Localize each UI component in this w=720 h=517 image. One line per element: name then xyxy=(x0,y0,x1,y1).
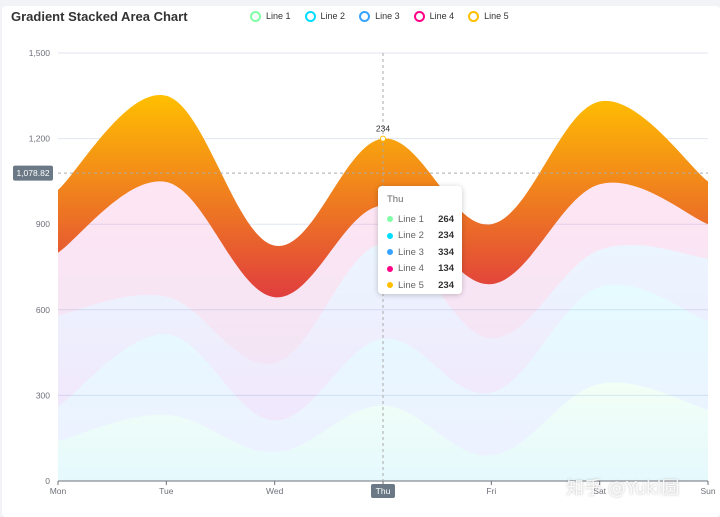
legend-label: Line 2 xyxy=(320,11,346,21)
tooltip-series-name: Line 1 xyxy=(398,213,424,225)
legend-swatch-icon xyxy=(304,10,316,22)
x-pointer-label-bg xyxy=(371,484,395,498)
tooltip-series-name: Line 4 xyxy=(398,263,424,275)
x-tick-label: Sun xyxy=(700,486,715,496)
x-tick-label: Wed xyxy=(266,486,284,496)
y-tick-label: 1,500 xyxy=(29,48,51,58)
tooltip-series-value: 334 xyxy=(438,246,454,258)
legend: Line 1 Line 2 Line 3 Line 4 Line 5 xyxy=(250,8,523,24)
series-dot-icon xyxy=(387,249,393,256)
x-tick-label: Thu xyxy=(376,486,391,496)
area-line-4 xyxy=(58,181,708,365)
legend-label: Line 4 xyxy=(429,11,455,21)
legend-swatch-icon xyxy=(359,10,371,22)
tooltip-series-value: 264 xyxy=(438,213,454,225)
series-dot-icon xyxy=(387,265,393,272)
legend-swatch-icon xyxy=(468,10,480,22)
chart-title: Gradient Stacked Area Chart xyxy=(11,9,188,24)
tooltip-row-line-3: Line 3 334 xyxy=(387,244,454,261)
watermark: 知乎 @Yuki圆 xyxy=(566,478,680,499)
tooltip-row-line-5: Line 5 234 xyxy=(387,277,454,294)
tooltip-row-line-4: Line 4 134 xyxy=(387,261,454,278)
y-tick-label: 0 xyxy=(45,476,50,486)
legend-item-line-3[interactable]: Line 3 xyxy=(359,10,400,22)
tooltip-series-name: Line 2 xyxy=(398,230,424,242)
x-tick-label: Mon xyxy=(50,486,67,496)
tooltip-series-name: Line 3 xyxy=(398,246,424,258)
y-tick-label: 900 xyxy=(36,219,50,229)
x-tick-label: Fri xyxy=(486,486,496,496)
tooltip-row-line-2: Line 2 234 xyxy=(387,228,454,245)
series-dot-icon xyxy=(387,216,393,223)
tooltip-series-value: 234 xyxy=(438,279,454,291)
y-tick-label: 300 xyxy=(36,390,50,400)
tooltip-series-name: Line 5 xyxy=(398,279,424,291)
legend-label: Line 3 xyxy=(375,11,400,21)
legend-item-line-5[interactable]: Line 5 xyxy=(468,10,509,22)
y-pointer-label-bg xyxy=(13,165,53,181)
highlight-data-label: 234 xyxy=(376,124,390,134)
legend-swatch-icon xyxy=(413,10,425,22)
y-pointer-label: 1,078.82 xyxy=(16,168,49,178)
series-dot-icon xyxy=(387,282,393,289)
axis-pointer: 1,078.82 234 xyxy=(13,53,708,481)
tooltip-series-value: 134 xyxy=(438,263,454,275)
legend-item-line-1[interactable]: Line 1 xyxy=(250,10,291,22)
legend-label: Line 5 xyxy=(484,11,509,21)
y-tick-label: 1,200 xyxy=(29,134,51,144)
x-tick-label: Sat xyxy=(593,486,606,496)
y-tick-label: 600 xyxy=(36,305,50,315)
tooltip-series-value: 234 xyxy=(438,230,454,242)
highlight-point xyxy=(380,135,386,142)
area-line-2 xyxy=(58,284,708,456)
tooltip-title: Thu xyxy=(387,194,404,205)
axes: 0 300 600 900 1,200 1,500 Mon Tue Wed Thu Fri Sat Su… xyxy=(29,48,716,498)
legend-item-line-2[interactable]: Line 2 xyxy=(304,10,346,22)
legend-item-line-4[interactable]: Line 4 xyxy=(413,10,455,22)
series-dot-icon xyxy=(387,232,393,239)
tooltip-row-line-1: Line 1 264 xyxy=(387,211,454,228)
legend-label: Line 1 xyxy=(266,11,291,21)
x-tick-label: Tue xyxy=(159,486,174,496)
tooltip: Thu Line 1 264 Line 2 234 Line 3 334 Lin… xyxy=(378,186,462,294)
legend-swatch-icon xyxy=(250,10,261,22)
